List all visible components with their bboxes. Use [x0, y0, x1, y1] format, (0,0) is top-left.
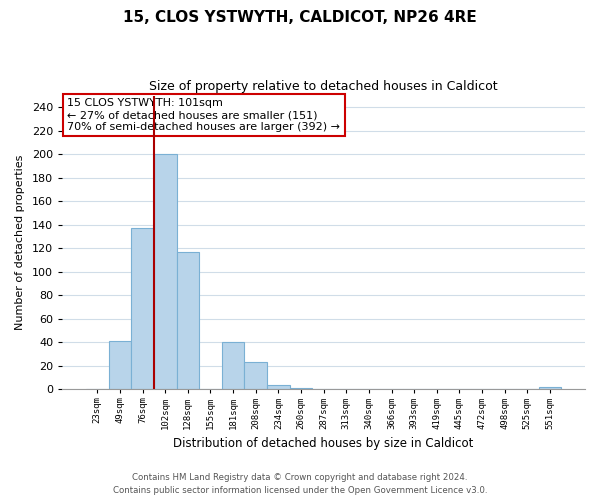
Bar: [290, 388, 312, 390]
Text: 15 CLOS YSTWYTH: 101sqm
← 27% of detached houses are smaller (151)
70% of semi-d: 15 CLOS YSTWYTH: 101sqm ← 27% of detache…: [67, 98, 340, 132]
Bar: [154, 154, 176, 390]
Y-axis label: Number of detached properties: Number of detached properties: [15, 155, 25, 330]
Text: 15, CLOS YSTWYTH, CALDICOT, NP26 4RE: 15, CLOS YSTWYTH, CALDICOT, NP26 4RE: [123, 10, 477, 25]
Title: Size of property relative to detached houses in Caldicot: Size of property relative to detached ho…: [149, 80, 498, 93]
Bar: [109, 342, 131, 390]
Bar: [222, 342, 244, 390]
Text: Contains HM Land Registry data © Crown copyright and database right 2024.
Contai: Contains HM Land Registry data © Crown c…: [113, 474, 487, 495]
X-axis label: Distribution of detached houses by size in Caldicot: Distribution of detached houses by size …: [173, 437, 474, 450]
Bar: [244, 362, 267, 390]
Bar: [267, 385, 290, 390]
Bar: [176, 252, 199, 390]
Bar: [131, 228, 154, 390]
Bar: [539, 387, 561, 390]
